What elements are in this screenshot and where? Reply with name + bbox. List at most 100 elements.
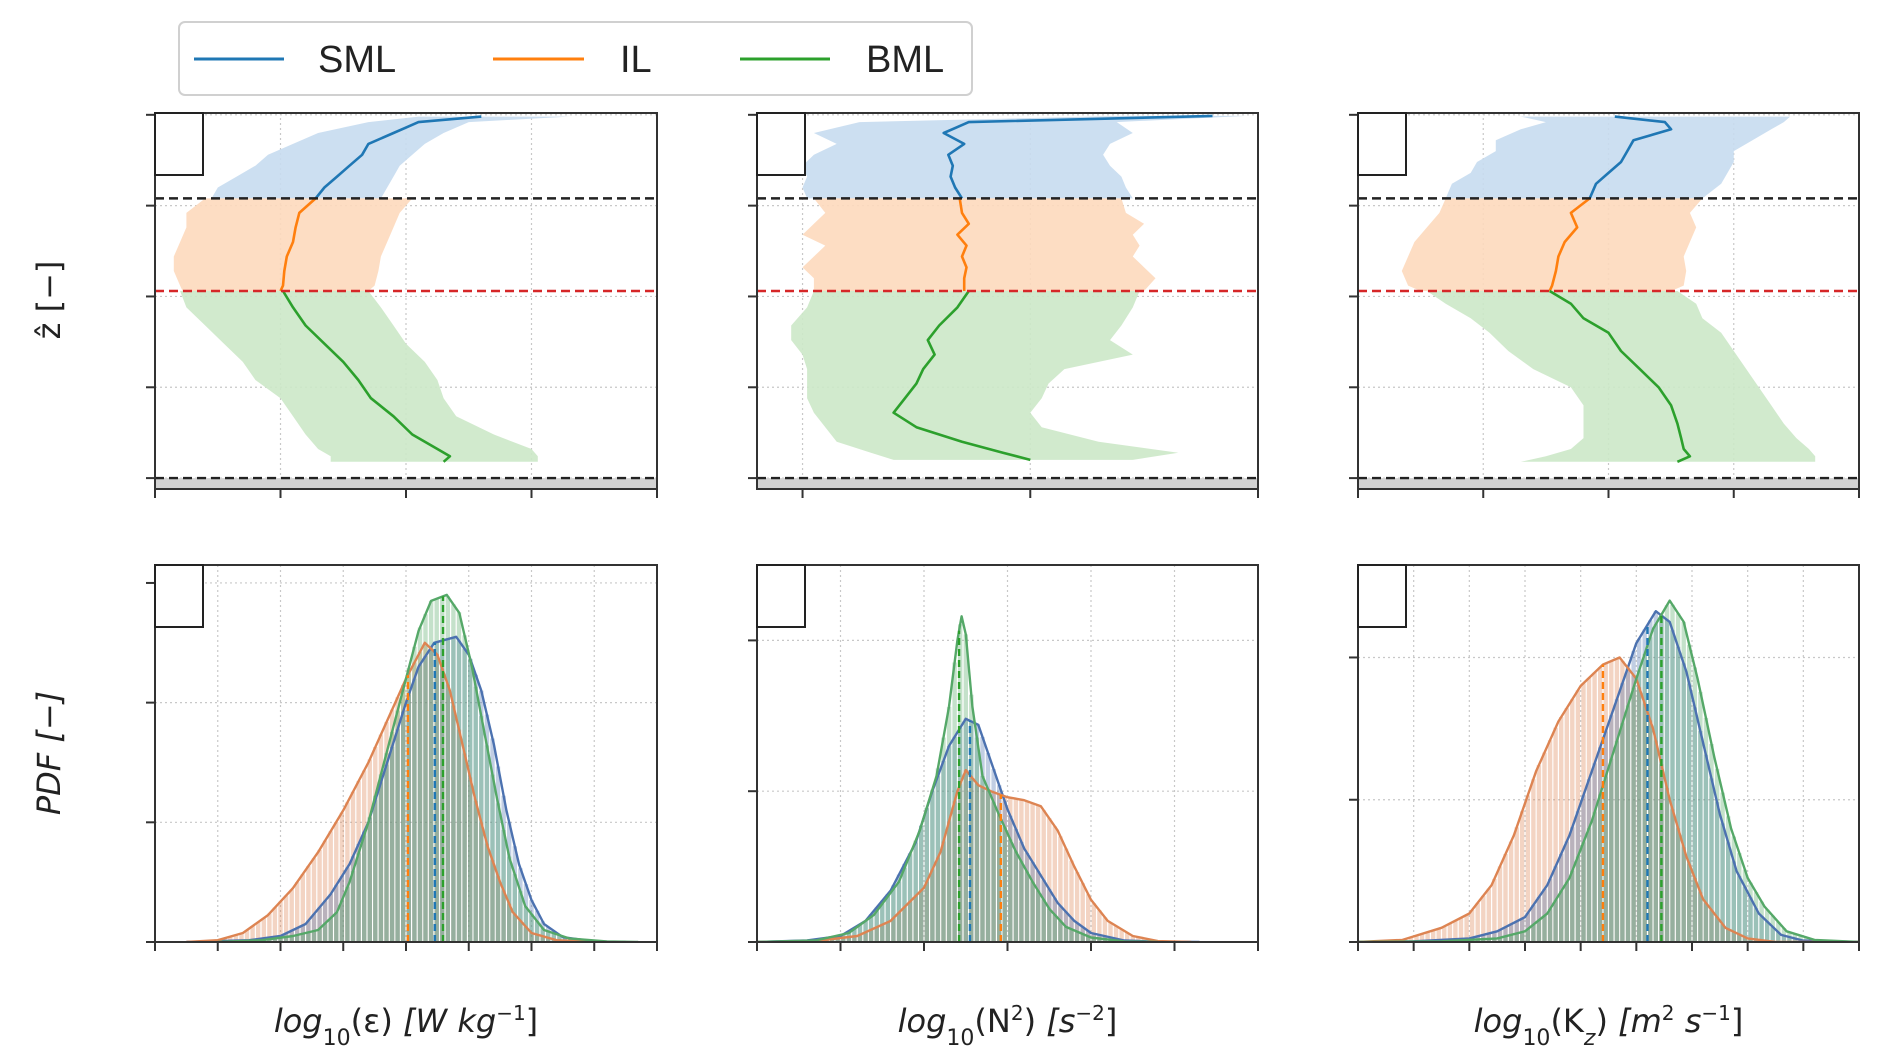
histogram-bar-bml: [317, 928, 322, 942]
histogram-bar-bml: [1080, 934, 1085, 942]
x-axis-label: log10(ε) [W kg−1]: [274, 1001, 538, 1051]
histogram-bar-il: [846, 937, 852, 942]
histogram-bar-il: [1653, 740, 1658, 942]
plot-area: [1358, 115, 1859, 489]
histogram-bar-bml: [974, 737, 980, 942]
histogram-bar-bml: [1492, 938, 1497, 942]
histogram-bar-il: [1436, 928, 1441, 942]
histogram-bar-bml: [1664, 605, 1670, 942]
histogram-bar-sml: [384, 764, 389, 942]
histogram-bar-il: [239, 933, 244, 942]
histogram-bar-il: [1586, 677, 1592, 942]
histogram-bar-bml: [969, 694, 974, 942]
histogram-bar-sml: [373, 800, 378, 942]
histogram-bar-il: [1074, 872, 1080, 942]
histogram-bar-sml: [484, 714, 490, 942]
histogram-bar-il: [896, 912, 902, 942]
histogram-bar-il: [1497, 866, 1503, 942]
histogram-bar-il: [1698, 892, 1703, 942]
mean-profile-bml: [1548, 289, 1692, 463]
histogram-bar-bml: [356, 853, 361, 942]
histogram-bar-il: [1536, 765, 1542, 942]
histogram-bar-bml: [1542, 915, 1547, 942]
histogram-bar-sml: [423, 656, 428, 942]
histogram-bar-bml: [507, 856, 512, 942]
histogram-bar-il: [551, 939, 556, 942]
histogram-bar-bml: [1547, 909, 1553, 942]
x-axis-label-part: ]: [1105, 1002, 1117, 1040]
histogram-bar-il: [1553, 727, 1558, 942]
histogram-bar-sml: [1698, 731, 1703, 942]
x-axis-label-part: 2: [1662, 1001, 1675, 1025]
histogram-bar-il: [1503, 854, 1508, 942]
histogram-bar-bml: [1497, 937, 1503, 942]
histogram-bar-sml: [1520, 918, 1525, 942]
histogram-bar-sml: [980, 736, 985, 942]
histogram-bar-il: [946, 821, 952, 942]
histogram-bar-sml: [1720, 823, 1725, 942]
histogram-bar-bml: [389, 731, 395, 942]
spread-band-sml: [211, 116, 570, 199]
plot-area: [186, 593, 639, 942]
histogram-bar-bml: [1002, 827, 1007, 942]
histogram-bar-bml: [401, 689, 406, 942]
histogram-bar-il: [1464, 915, 1469, 942]
histogram-bar-bml: [1720, 792, 1725, 942]
histogram-bar-sml: [1653, 611, 1658, 942]
kde-curve-il: [186, 641, 595, 942]
histogram-bar-il: [1447, 923, 1453, 942]
histogram-bar-bml: [289, 936, 294, 942]
histogram-bar-bml: [1703, 717, 1709, 942]
histogram-bar-bml: [445, 596, 450, 942]
histogram-bar-sml: [395, 729, 400, 942]
histogram-bar-il: [389, 709, 395, 942]
histogram-bar-bml: [924, 807, 929, 942]
histogram-bar-bml: [1091, 937, 1096, 942]
histogram-bar-sml: [958, 727, 963, 942]
mean-profile-il: [1548, 197, 1591, 292]
histogram-bar-il: [852, 936, 857, 942]
histogram-bar-bml: [557, 935, 562, 942]
histogram-bar-il: [479, 822, 484, 942]
histogram-bar-bml: [272, 938, 278, 942]
x-axis-label: log10(Kz) [m2 s−1]: [1474, 1001, 1744, 1051]
panel-label-box: [154, 112, 204, 176]
histogram-bar-sml: [1492, 932, 1497, 942]
histogram-bar-sml: [1008, 815, 1013, 942]
histogram-bar-sml: [479, 690, 484, 942]
histogram-bar-sml: [1559, 854, 1564, 942]
histogram-bar-il: [1041, 810, 1046, 942]
spread-band-sml: [802, 115, 1247, 199]
histogram-bar-sml: [540, 921, 545, 942]
histogram-bar-sml: [278, 936, 283, 942]
histogram-bar-il: [1748, 938, 1753, 942]
histogram-bar-il: [952, 801, 957, 942]
histogram-bar-sml: [1664, 619, 1670, 942]
histogram-bar-il: [272, 907, 278, 942]
histogram-bar-il: [1737, 934, 1742, 942]
histogram-bar-il: [523, 926, 529, 942]
histogram-bar-il: [1086, 894, 1091, 942]
kde-curve-sml: [1358, 610, 1859, 942]
histogram-bar-il: [395, 697, 400, 942]
histogram-bar-sml: [1002, 801, 1007, 942]
histogram-bar-il: [345, 802, 350, 942]
histogram-bar-il: [941, 841, 946, 942]
histogram-bar-bml: [384, 753, 389, 942]
histogram-bar-il: [930, 869, 935, 942]
histogram-bar-bml: [306, 932, 311, 942]
histogram-bar-il: [283, 895, 289, 942]
x-axis-label-part: ]: [1731, 1002, 1743, 1040]
histogram-bar-bml: [1742, 869, 1748, 942]
mean-profile-bml: [892, 290, 1031, 462]
panel-label-box: [756, 112, 806, 176]
histogram-bar-bml: [1097, 938, 1102, 942]
plot-area: [155, 115, 657, 489]
histogram-bar-bml: [451, 604, 456, 942]
x-axis-label-part: 10: [1522, 1026, 1550, 1051]
histogram-bar-il: [1035, 805, 1041, 942]
histogram-bar-il: [328, 831, 333, 942]
histogram-bar-il: [1030, 803, 1035, 942]
histogram-bar-sml: [534, 910, 540, 942]
histogram-bar-bml: [1514, 933, 1519, 942]
